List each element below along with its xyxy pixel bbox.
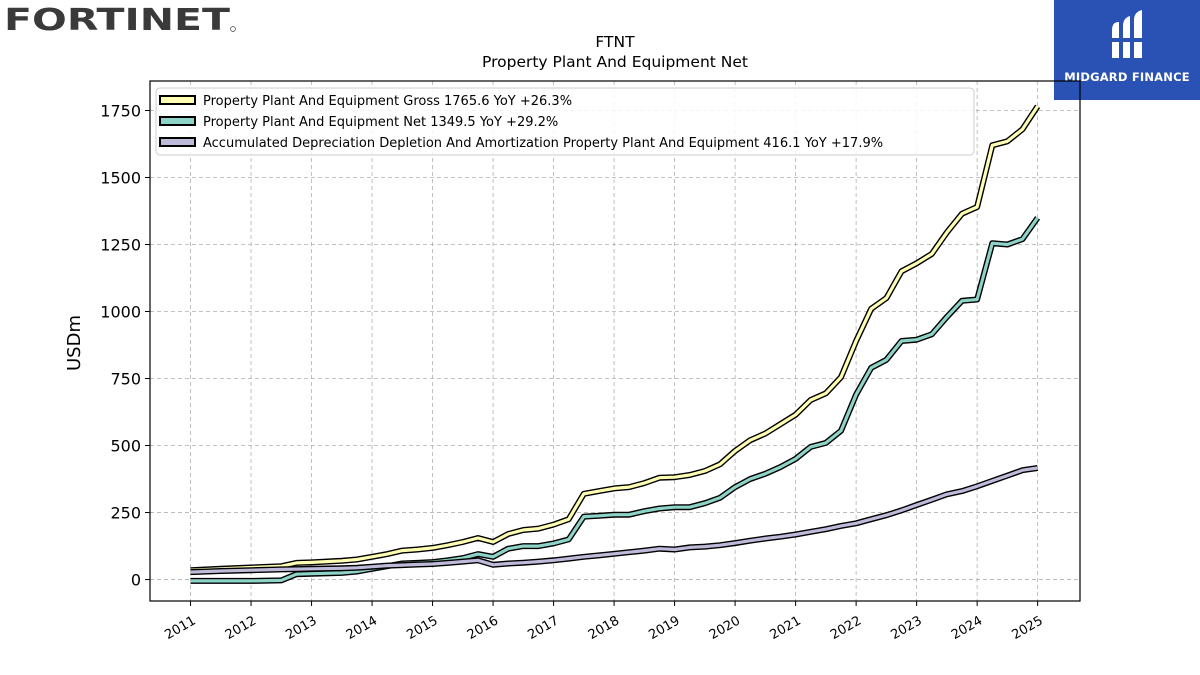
x-tick-label: 2022 <box>828 613 864 643</box>
x-tick-label: 2020 <box>707 613 743 643</box>
series-lines <box>190 104 1041 584</box>
midgard-finance-logo: MIDGARD FINANCE <box>1054 0 1200 100</box>
x-tick-label: 2011 <box>162 613 198 643</box>
x-tick-label: 2016 <box>465 613 501 643</box>
x-tick-label: 2019 <box>646 613 682 643</box>
x-axis: 2011 2012 2013 2014 2015 2016 2017 2018 2019 2020… <box>162 601 1046 643</box>
x-tick-label: 2013 <box>283 613 319 643</box>
fortinet-logo: FORTINET <box>4 3 236 36</box>
x-tick-label: 2018 <box>586 613 622 643</box>
y-tick-label: 1000 <box>100 303 141 322</box>
x-tick-label: 2021 <box>767 613 803 643</box>
y-tick-label: 750 <box>110 370 141 389</box>
legend-swatch <box>159 116 196 126</box>
y-axis-label: USDm <box>64 315 85 371</box>
y-tick-label: 500 <box>110 437 141 456</box>
y-tick-label: 0 <box>131 571 141 590</box>
chart-title: FTNT <box>595 33 635 51</box>
y-tick-label: 1250 <box>100 236 141 255</box>
series-line <box>190 466 1038 574</box>
x-tick-label: 2015 <box>404 613 440 643</box>
fortinet-logo-text: FORTINET <box>4 3 231 36</box>
legend-swatch <box>159 137 196 147</box>
plot-frame <box>149 80 1081 602</box>
legend-label: Property Plant And Equipment Net 1349.5 … <box>203 115 558 130</box>
legend-label: Accumulated Depreciation Depletion And A… <box>203 136 883 151</box>
legend-box <box>155 87 975 156</box>
y-tick-label: 250 <box>110 504 141 523</box>
midgard-emblem-icon <box>1110 10 1144 58</box>
chart-subtitle: Property Plant And Equipment Net <box>482 53 748 71</box>
x-tick-label: 2017 <box>525 613 561 643</box>
x-tick-label: 2012 <box>223 613 259 643</box>
x-tick-label: 2024 <box>949 613 985 643</box>
legend-swatch <box>159 95 196 105</box>
x-tick-label: 2023 <box>888 613 924 643</box>
y-tick-label: 1750 <box>100 101 141 120</box>
series-line <box>190 105 1039 572</box>
brand-name: MIDGARD FINANCE <box>1064 70 1190 84</box>
grid-lines <box>150 81 1080 601</box>
y-axis: 0 250 500 750 1000 1250 1500 1750 <box>100 101 150 590</box>
legend: Property Plant And Equipment Gross 1765.… <box>155 87 975 156</box>
x-tick-label: 2014 <box>344 613 380 643</box>
x-tick-label: 2025 <box>1009 613 1045 643</box>
y-tick-label: 1500 <box>100 168 141 187</box>
legend-label: Property Plant And Equipment Gross 1765.… <box>203 94 572 109</box>
